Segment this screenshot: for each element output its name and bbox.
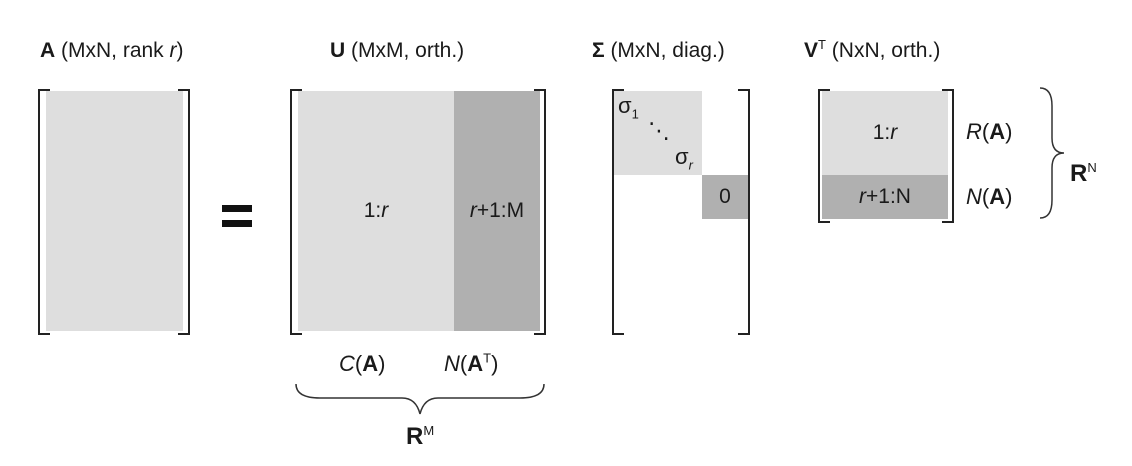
matrix-vt-right-bracket [942, 89, 954, 223]
row-space-label: R(A) [966, 119, 1013, 144]
matrix-vt-title: VT (NxN, orth.) [804, 37, 941, 62]
sigma-r-label: σr [675, 144, 693, 173]
column-space-label: C(A) [339, 351, 386, 376]
rn-space-label: RN [1070, 160, 1097, 187]
matrix-a-body [46, 91, 183, 331]
left-null-space-label: N(AT) [444, 350, 499, 376]
rm-brace [295, 383, 545, 415]
matrix-a-left-bracket [38, 89, 50, 335]
rn-brace [1039, 87, 1065, 219]
matrix-a-title: A (MxN, rank r) [40, 39, 184, 62]
matrix-u-left-bracket [290, 89, 302, 335]
null-space-label: N(A) [966, 184, 1013, 209]
sigma-diagonal-block [614, 91, 702, 175]
vt-block-null-space: r +1:N [822, 175, 948, 219]
equals-sign [222, 205, 252, 227]
u-block-column-space: 1: r [298, 91, 454, 331]
matrix-u-right-bracket [534, 89, 546, 335]
sigma-zero-block: 0 [702, 175, 748, 219]
matrix-sigma-title: Σ (MxN, diag.) [592, 39, 725, 62]
matrix-sigma-left-bracket [612, 89, 624, 335]
rm-space-label: RM [406, 423, 435, 450]
u-block-left-null-space: r +1:M [454, 91, 540, 331]
matrix-u-title: U (MxM, orth.) [330, 39, 465, 62]
vt-block-row-space: 1: r [822, 91, 948, 175]
sigma-dots: ⋱ [648, 118, 670, 143]
matrix-sigma-right-bracket [738, 89, 750, 335]
matrix-vt-left-bracket [818, 89, 830, 223]
matrix-a-right-bracket [178, 89, 190, 335]
sigma-1-label: σ1 [618, 93, 639, 122]
